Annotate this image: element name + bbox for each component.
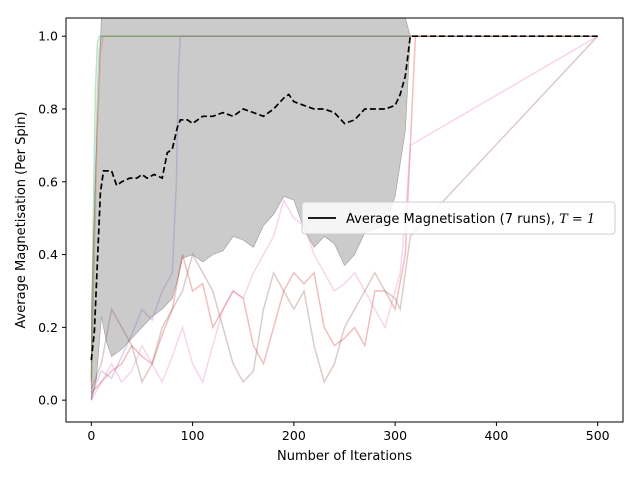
legend-label-math: T = 1 (559, 212, 595, 227)
run-line-1 (90, 35, 598, 383)
y-axis-ticks: 0.0 0.2 0.4 0.6 0.8 1.0 (38, 29, 66, 408)
x-axis-ticks: 0 100 200 300 400 500 (87, 422, 610, 443)
y-tick-label: 0.0 (38, 393, 58, 408)
x-axis-label: Number of Iterations (277, 449, 412, 464)
average-magnetisation-line (90, 35, 598, 361)
spread-band-area (91, 18, 411, 401)
spread-band (91, 18, 411, 401)
run-line-6 (90, 35, 599, 390)
y-tick-label: 0.4 (38, 247, 58, 262)
x-tick-label: 400 (484, 428, 508, 443)
legend-box (301, 201, 616, 235)
run-line-7 (90, 35, 599, 401)
x-tick-label: 100 (181, 428, 205, 443)
legend: Average Magnetisation (7 runs), T = 1 (301, 201, 616, 235)
y-axis-label: Average Magnetisation (Per Spin) (14, 111, 29, 328)
y-tick-label: 0.8 (38, 101, 58, 116)
run-line-2 (90, 35, 598, 386)
axes-frame (65, 17, 624, 423)
plot-area (90, 18, 599, 401)
individual-runs (90, 35, 599, 401)
legend-label-prefix: Average Magnetisation (7 runs), (346, 212, 559, 227)
y-tick-label: 0.6 (38, 174, 58, 189)
run-line-3 (90, 35, 598, 379)
x-tick-label: 300 (383, 428, 407, 443)
run-line-5 (90, 35, 598, 394)
x-tick-label: 200 (282, 428, 306, 443)
run-line-4 (90, 35, 598, 401)
average-line (90, 35, 598, 361)
x-tick-label: 500 (586, 428, 610, 443)
legend-text: Average Magnetisation (7 runs), T = 1 (346, 212, 595, 227)
x-tick-label: 0 (87, 428, 95, 443)
y-tick-label: 0.2 (38, 320, 58, 335)
y-tick-label: 1.0 (38, 29, 58, 44)
